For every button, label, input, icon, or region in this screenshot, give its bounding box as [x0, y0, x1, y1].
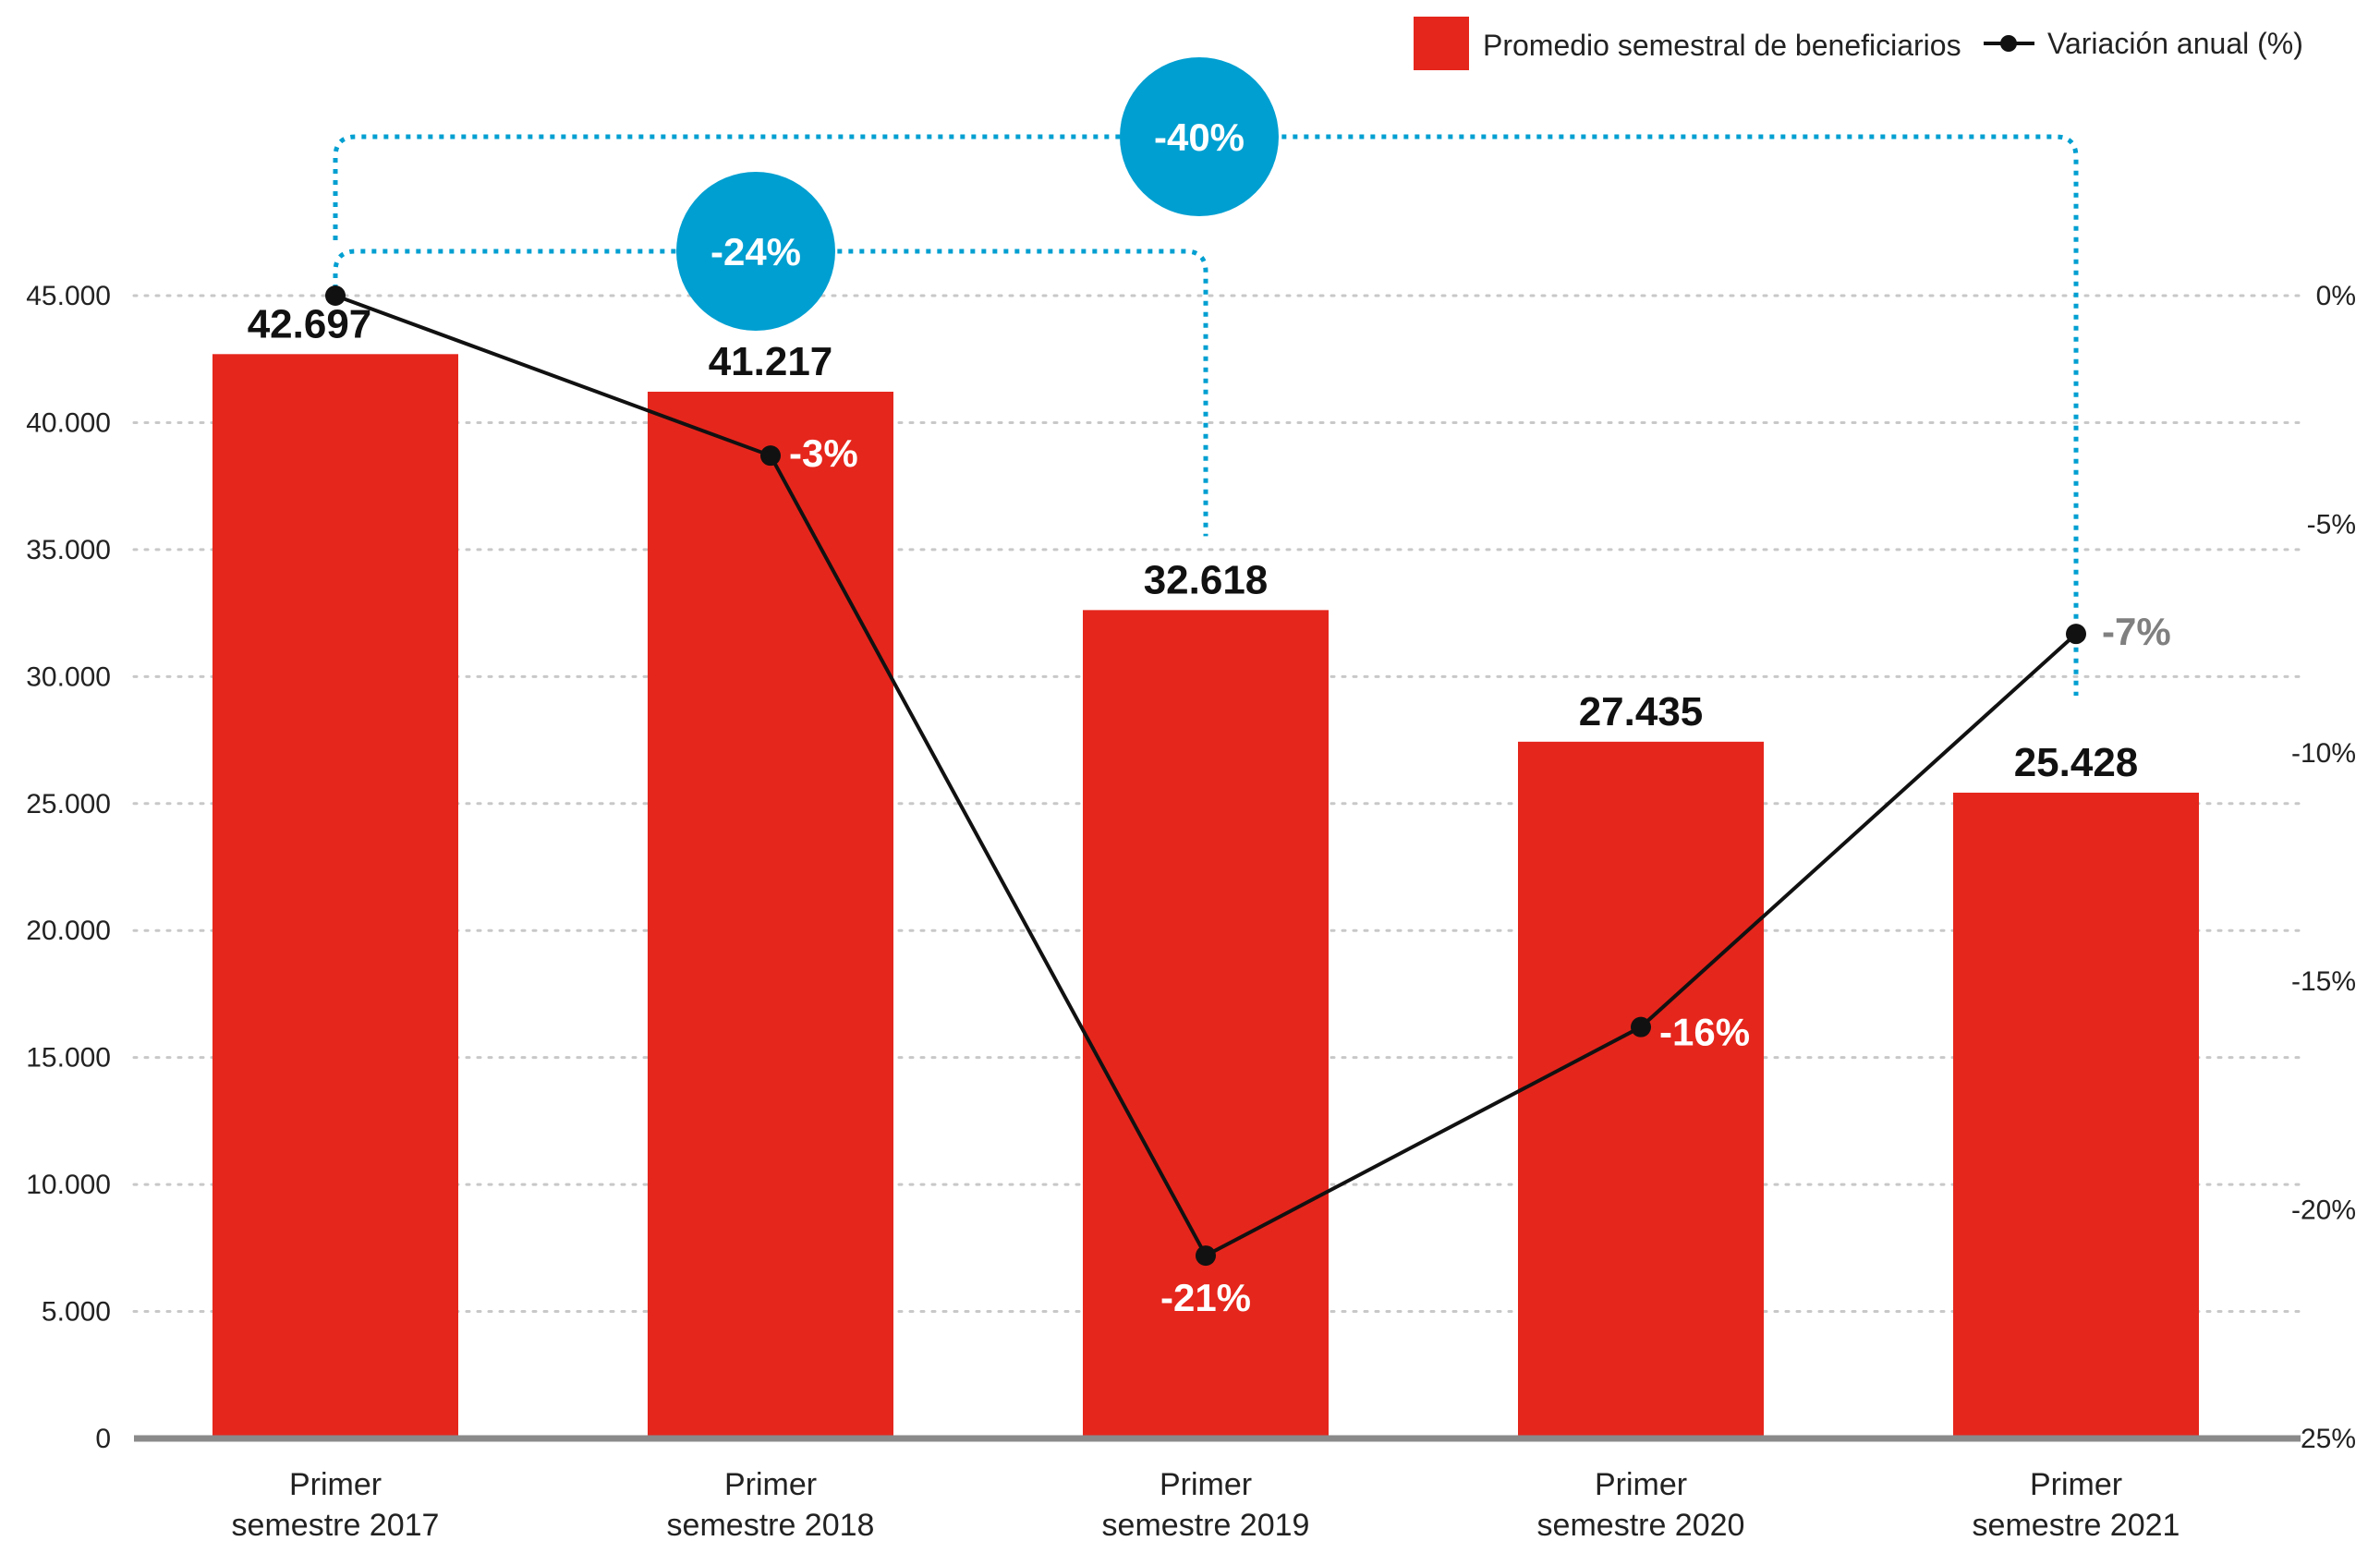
x-tick-label: semestre 2019 [1102, 1508, 1310, 1541]
bar-value-label: 42.697 [248, 301, 372, 346]
bar [1953, 793, 2199, 1438]
legend-label-bars: Promedio semestral de beneficiarios [1483, 29, 1961, 62]
x-tick-label: semestre 2017 [232, 1508, 440, 1541]
legend-label-line: Variación anual (%) [2047, 27, 2303, 60]
bar [1518, 741, 1764, 1438]
x-tick-label: Primer [1160, 1467, 1252, 1502]
x-tick-label: semestre 2018 [667, 1508, 875, 1541]
comparison-label: -40% [1154, 115, 1245, 159]
comparison-label: -24% [710, 230, 801, 273]
y-right-tick-label: -10% [2291, 738, 2356, 769]
variation-point [2066, 624, 2086, 645]
variation-point [325, 285, 346, 306]
y-right-tick-label: -20% [2291, 1195, 2356, 1226]
variation-label: -16% [1659, 1011, 1750, 1054]
variation-point [1196, 1245, 1216, 1267]
legend-swatch-point [2000, 35, 2017, 52]
variation-point [1631, 1016, 1651, 1037]
y-left-tick-label: 20.000 [26, 916, 111, 946]
bar-value-label: 32.618 [1144, 557, 1269, 602]
y-left-tick-label: 35.000 [26, 535, 111, 565]
y-right-tick-label: 0% [2316, 281, 2356, 311]
bar [1083, 610, 1329, 1438]
y-left-tick-label: 45.000 [26, 281, 111, 311]
bar-value-label: 25.428 [2014, 740, 2139, 785]
legend-swatch-bars [1414, 17, 1469, 70]
bar-value-label: 41.217 [709, 339, 833, 384]
y-left-tick-label: 5.000 [42, 1297, 111, 1328]
variation-label: -21% [1160, 1276, 1251, 1319]
comparison-bubble [1120, 57, 1279, 216]
x-tick-label: Primer [2030, 1467, 2122, 1502]
x-tick-label: semestre 2021 [1973, 1508, 2180, 1541]
bar [648, 391, 893, 1438]
variation-point [760, 445, 781, 467]
y-left-tick-label: 25.000 [26, 789, 111, 819]
variation-label: -3% [789, 431, 858, 475]
y-right-tick-label: -15% [2291, 966, 2356, 997]
y-left-tick-label: 0 [95, 1424, 111, 1454]
y-left-tick-label: 15.000 [26, 1043, 111, 1074]
x-tick-label: Primer [724, 1467, 817, 1502]
y-right-tick-label: -25% [2291, 1424, 2356, 1454]
y-left-tick-label: 10.000 [26, 1170, 111, 1200]
x-tick-label: semestre 2020 [1537, 1508, 1745, 1541]
variation-label: -7% [2102, 610, 2171, 653]
bar-value-label: 27.435 [1579, 689, 1704, 734]
y-left-tick-label: 40.000 [26, 407, 111, 438]
x-tick-label: Primer [289, 1467, 382, 1502]
y-left-tick-label: 30.000 [26, 661, 111, 692]
bar [212, 354, 458, 1439]
y-right-tick-label: -5% [2307, 509, 2356, 540]
x-tick-label: Primer [1595, 1467, 1687, 1502]
comparison-bubble [676, 172, 835, 331]
comparison-bracket [333, 249, 1208, 537]
